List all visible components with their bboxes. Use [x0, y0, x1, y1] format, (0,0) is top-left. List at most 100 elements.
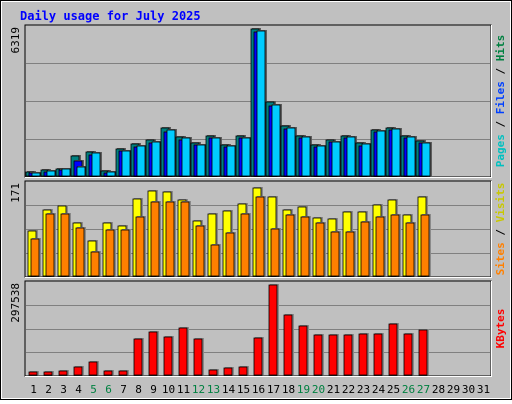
legend-entry: Sites — [494, 242, 507, 275]
bar-kbytes-day-4 — [73, 366, 83, 376]
bar-sites-day-9 — [150, 201, 160, 277]
bar-kbytes-day-22 — [343, 334, 353, 376]
bar-pages-day-5 — [91, 152, 101, 177]
x-tick-label: 11 — [177, 383, 190, 396]
x-tick-label: 17 — [267, 383, 280, 396]
x-tick-label: 6 — [105, 383, 112, 396]
panel-legend: Sites / Visits — [494, 183, 507, 276]
chart-panels: 6319 Pages / Files / Hits 171 Sites / Visit… — [9, 24, 507, 377]
panel-visits-sites: 171 Sites / Visits — [9, 180, 507, 278]
x-tick-label: 5 — [90, 383, 97, 396]
bar-pages-day-3 — [61, 168, 71, 177]
x-tick-label: 9 — [150, 383, 157, 396]
bar-pages-day-4 — [76, 166, 86, 177]
panel-legend: KBytes — [494, 309, 507, 349]
bar-sites-day-10 — [165, 201, 175, 277]
bar-sites-day-8 — [135, 216, 145, 277]
x-tick-label: 20 — [312, 383, 325, 396]
bar-kbytes-day-3 — [58, 370, 68, 376]
bar-kbytes-day-9 — [148, 331, 158, 376]
bar-pages-day-21 — [331, 141, 341, 177]
x-tick-label: 15 — [237, 383, 250, 396]
bar-kbytes-day-16 — [253, 337, 263, 376]
bar-kbytes-day-18 — [283, 314, 293, 376]
bar-kbytes-day-11 — [178, 327, 188, 376]
legend-entry: Hits — [494, 35, 507, 62]
x-tick-label: 22 — [342, 383, 355, 396]
bar-sites-day-15 — [240, 213, 250, 277]
bar-sites-day-1 — [30, 238, 40, 277]
bar-pages-day-6 — [106, 171, 116, 177]
bar-pages-day-16 — [256, 30, 266, 177]
bar-kbytes-day-10 — [163, 336, 173, 376]
bar-pages-day-9 — [151, 141, 161, 177]
bar-sites-day-13 — [210, 244, 220, 277]
bar-sites-day-12 — [195, 225, 205, 277]
bar-sites-day-20 — [315, 222, 325, 277]
panel-max-label: 6319 — [9, 27, 22, 54]
bar-pages-day-8 — [136, 145, 146, 177]
x-tick-label: 18 — [282, 383, 295, 396]
bar-pages-day-1 — [31, 172, 41, 177]
x-tick-label: 16 — [252, 383, 265, 396]
bar-kbytes-day-26 — [403, 333, 413, 376]
bar-pages-day-7 — [121, 150, 131, 177]
bar-sites-day-14 — [225, 232, 235, 277]
x-tick-label: 29 — [447, 383, 460, 396]
bar-sites-day-27 — [420, 214, 430, 277]
bar-sites-day-17 — [270, 228, 280, 277]
bar-kbytes-day-5 — [88, 361, 98, 376]
bar-kbytes-day-13 — [208, 369, 218, 376]
bar-kbytes-day-21 — [328, 334, 338, 376]
bar-kbytes-day-17 — [268, 284, 278, 376]
panel-legend: Pages / Files / Hits — [494, 35, 507, 168]
bar-sites-day-5 — [90, 251, 100, 277]
x-tick-label: 21 — [327, 383, 340, 396]
bar-sites-day-26 — [405, 222, 415, 277]
bar-pages-day-25 — [391, 128, 401, 177]
bar-pages-day-17 — [271, 104, 281, 177]
legend-entry: Files — [494, 81, 507, 114]
x-tick-label: 8 — [135, 383, 142, 396]
bar-sites-day-4 — [75, 227, 85, 277]
panel-max-label: 171 — [9, 183, 22, 203]
x-tick-label: 4 — [75, 383, 82, 396]
bar-sites-day-2 — [45, 213, 55, 277]
chart-title: Daily usage for July 2025 — [20, 9, 201, 23]
x-tick-label: 25 — [387, 383, 400, 396]
bar-sites-day-24 — [375, 216, 385, 277]
bar-pages-day-26 — [406, 136, 416, 177]
x-tick-label: 1 — [30, 383, 37, 396]
bar-pages-day-20 — [316, 145, 326, 177]
bar-kbytes-day-6 — [103, 370, 113, 376]
bar-pages-day-10 — [166, 129, 176, 177]
x-tick-label: 3 — [60, 383, 67, 396]
bar-pages-day-19 — [301, 136, 311, 177]
bar-kbytes-day-20 — [313, 334, 323, 376]
bar-sites-day-21 — [330, 231, 340, 277]
bar-pages-day-2 — [46, 170, 56, 177]
panel-kbytes: 297538 KBytes — [9, 280, 507, 377]
x-tick-label: 19 — [297, 383, 310, 396]
x-tick-label: 30 — [462, 383, 475, 396]
bar-sites-day-23 — [360, 221, 370, 277]
panel-max-label: 297538 — [9, 283, 22, 323]
bar-kbytes-day-2 — [43, 371, 53, 376]
x-tick-label: 28 — [432, 383, 445, 396]
bar-sites-day-22 — [345, 231, 355, 277]
bar-kbytes-day-27 — [418, 329, 428, 376]
bar-sites-day-7 — [120, 229, 130, 277]
bar-kbytes-day-14 — [223, 367, 233, 376]
x-tick-label: 14 — [222, 383, 236, 396]
legend-entry: Pages — [494, 134, 507, 167]
bar-sites-day-25 — [390, 214, 400, 277]
bar-kbytes-day-23 — [358, 333, 368, 376]
x-tick-label: 13 — [207, 383, 220, 396]
bar-pages-day-22 — [346, 136, 356, 177]
bar-pages-day-24 — [376, 130, 386, 177]
bar-pages-day-18 — [286, 127, 296, 177]
bar-sites-day-16 — [255, 196, 265, 277]
